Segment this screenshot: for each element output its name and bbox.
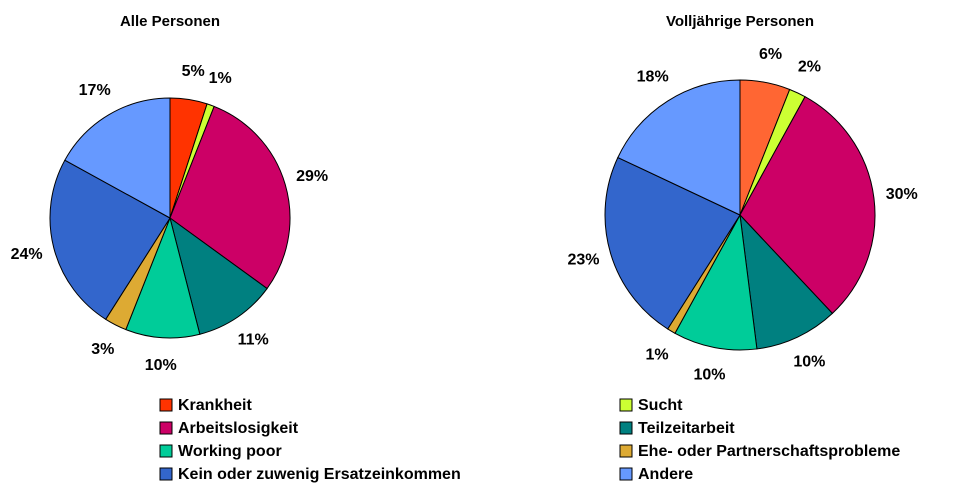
data-label: 30% xyxy=(886,186,918,203)
chart-title: Alle Personen xyxy=(120,13,220,30)
data-label: 10% xyxy=(145,357,177,374)
legend-swatch xyxy=(159,467,173,481)
data-label: 10% xyxy=(693,366,725,383)
legend-label: Sucht xyxy=(638,397,683,414)
pie-slice xyxy=(169,216,268,335)
legend-swatch xyxy=(619,398,633,412)
chart-title: Volljährige Personen xyxy=(666,13,814,30)
pie-slice xyxy=(169,105,291,290)
pie-slice xyxy=(604,156,741,330)
legend-label: Teilzeitarbeit xyxy=(638,420,735,437)
legend-label: Andere xyxy=(638,466,693,483)
data-label: 1% xyxy=(209,70,232,87)
legend-swatch xyxy=(619,467,633,481)
legend-swatch xyxy=(619,421,633,435)
legend-label: Ehe- oder Partnerschaftsprobleme xyxy=(638,443,900,460)
data-label: 29% xyxy=(296,168,328,185)
data-label: 5% xyxy=(182,63,205,80)
pie-slice xyxy=(125,216,201,339)
legend-label: Working poor xyxy=(178,443,282,460)
data-label: 10% xyxy=(793,354,825,371)
data-label: 1% xyxy=(645,347,668,364)
data-label: 17% xyxy=(79,82,111,99)
pie-slice xyxy=(64,97,171,219)
pie-slice xyxy=(739,96,876,315)
data-label: 2% xyxy=(798,59,821,76)
data-label: 11% xyxy=(238,332,269,349)
legend-label: Krankheit xyxy=(178,397,252,414)
legend-swatch xyxy=(619,444,633,458)
data-label: 18% xyxy=(637,69,669,86)
legend-swatch xyxy=(159,421,173,435)
data-label: 6% xyxy=(759,46,782,63)
legend-label: Arbeitslosigkeit xyxy=(178,420,299,437)
pie-slice xyxy=(739,213,834,350)
data-label: 3% xyxy=(91,341,114,358)
data-label: 24% xyxy=(11,246,43,263)
data-label: 23% xyxy=(567,252,599,269)
legend-swatch xyxy=(159,398,173,412)
pie-slice xyxy=(674,213,758,351)
pie-slice xyxy=(617,79,741,216)
legend-label: Kein oder zuwenig Ersatzeinkommen xyxy=(178,466,461,483)
legend-swatch xyxy=(159,444,173,458)
pie-slice xyxy=(49,159,171,321)
